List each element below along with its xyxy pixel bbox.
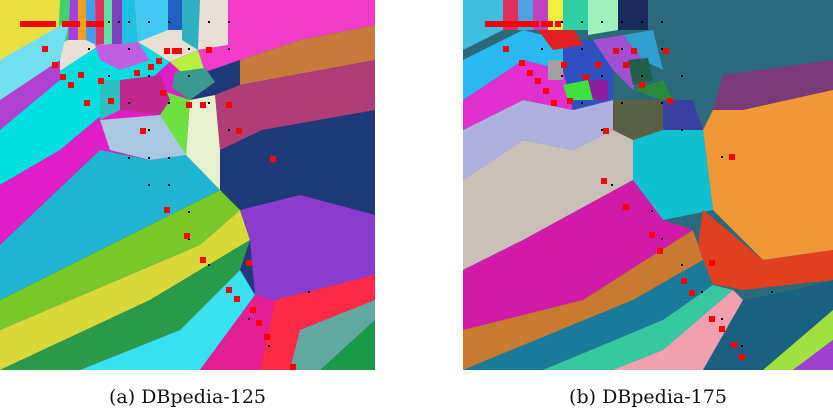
- voronoi-cell: [618, 0, 648, 30]
- voronoi-cell: [613, 100, 663, 140]
- voronoi-cell: [95, 42, 150, 70]
- voronoi-cell: [543, 285, 733, 370]
- voronoi-cell: [215, 60, 375, 150]
- voronoi-cell: [613, 290, 743, 370]
- voronoi-cell: [713, 60, 833, 110]
- voronoi-cell: [0, 20, 70, 100]
- voronoi-cell: [593, 35, 643, 90]
- caption-dbpedia-125: (a) DBpedia-125: [108, 386, 267, 408]
- voronoi-cell: [0, 210, 250, 370]
- voronoi-cell: [693, 210, 833, 290]
- voronoi-cell: [643, 0, 833, 75]
- voronoi-cell: [588, 0, 618, 35]
- voronoi-cell: [0, 60, 60, 130]
- voronoi-cell: [463, 230, 703, 370]
- voronoi-diagram: [463, 0, 833, 370]
- voronoi-plot-dbpedia-125: [0, 0, 375, 370]
- voronoi-cell: [0, 190, 240, 330]
- voronoi-cell: [80, 270, 255, 370]
- voronoi-cell: [463, 100, 613, 180]
- voronoi-cell: [538, 28, 583, 50]
- voronoi-cell: [240, 25, 375, 85]
- voronoi-cell: [0, 240, 250, 370]
- centroids: [20, 21, 296, 370]
- centroids: [485, 21, 745, 360]
- voronoi-cell: [588, 80, 608, 100]
- voronoi-cell: [200, 295, 275, 370]
- voronoi-cell: [135, 0, 168, 42]
- voronoi-cell: [0, 0, 75, 60]
- voronoi-cell: [463, 260, 713, 370]
- voronoi-cell: [623, 30, 663, 70]
- voronoi-cell: [463, 130, 633, 270]
- voronoi-cell: [463, 60, 573, 130]
- voronoi-cell: [463, 0, 503, 50]
- voronoi-cell: [548, 60, 563, 80]
- data-points: [541, 21, 773, 347]
- voronoi-cell: [663, 100, 703, 130]
- voronoi-cell: [703, 90, 833, 260]
- voronoi-cell: [260, 275, 375, 370]
- voronoi-cell: [182, 0, 200, 50]
- voronoi-cell: [633, 130, 713, 220]
- voronoi-cell: [240, 195, 375, 300]
- voronoi-cell: [633, 80, 673, 100]
- voronoi-cell: [763, 310, 833, 370]
- voronoi-cell: [463, 180, 693, 330]
- voronoi-cell: [172, 68, 215, 100]
- data-points: [88, 21, 310, 347]
- voronoi-cell: [78, 0, 86, 40]
- voronoi-cell: [463, 30, 563, 100]
- voronoi-plot-dbpedia-175: [463, 0, 833, 370]
- voronoi-cell: [168, 0, 182, 30]
- voronoi-cell: [112, 0, 122, 44]
- voronoi-cell: [0, 42, 170, 185]
- voronoi-cell: [68, 0, 78, 40]
- caption-dbpedia-175: (b) DBpedia-175: [569, 386, 727, 408]
- voronoi-cell: [186, 95, 220, 190]
- voronoi-cell: [628, 58, 653, 85]
- voronoi-cell: [563, 0, 588, 30]
- voronoi-diagram: [0, 0, 375, 370]
- voronoi-cell: [793, 340, 833, 370]
- voronoi-cell: [198, 0, 375, 72]
- voronoi-cell: [120, 75, 170, 115]
- voronoi-cell: [290, 300, 375, 370]
- voronoi-cell: [100, 115, 186, 160]
- voronoi-cell: [563, 80, 593, 100]
- voronoi-cell: [0, 150, 220, 300]
